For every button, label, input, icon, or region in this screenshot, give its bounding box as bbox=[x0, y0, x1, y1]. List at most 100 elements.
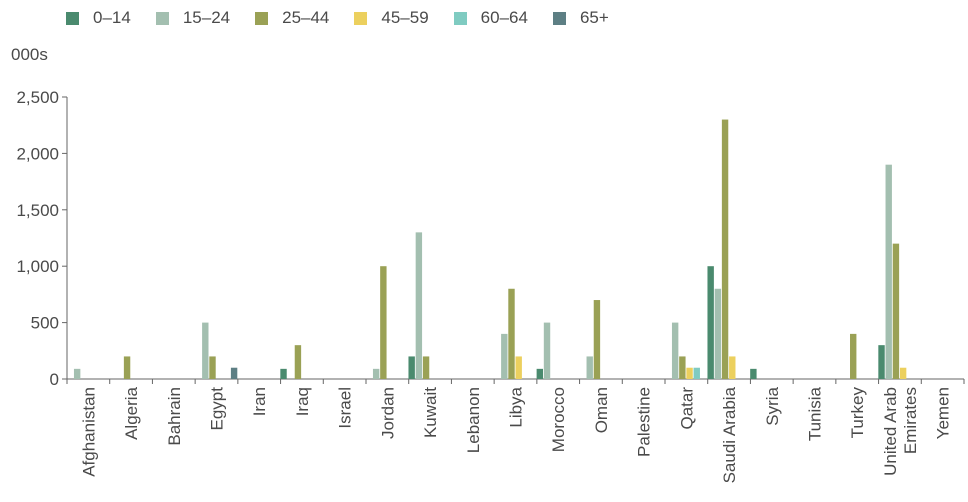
x-tick-label: Palestine bbox=[635, 387, 654, 457]
bar bbox=[73, 368, 81, 379]
legend-swatch bbox=[66, 11, 79, 25]
bar bbox=[280, 368, 287, 379]
bar bbox=[892, 243, 900, 379]
x-tick-label-line: Algeria bbox=[122, 386, 141, 439]
bar bbox=[714, 288, 722, 379]
x-tick-label: United ArabEmirates bbox=[881, 387, 920, 476]
x-tick-label: Morocco bbox=[549, 387, 568, 452]
legend-item: 15–24 bbox=[155, 8, 231, 28]
x-tick-label: Syria bbox=[763, 386, 782, 425]
x-tick-label-line: Kuwait bbox=[421, 387, 440, 438]
legend-swatch bbox=[255, 11, 269, 25]
x-tick-label-line: Egypt bbox=[208, 387, 227, 431]
legend-swatch bbox=[552, 11, 566, 25]
legend-label: 15–24 bbox=[182, 8, 231, 27]
bar bbox=[693, 367, 700, 379]
bar bbox=[422, 356, 430, 379]
legend-item: 0–14 bbox=[66, 8, 131, 28]
legend-item: 60–64 bbox=[453, 8, 528, 28]
x-tick-label: Kuwait bbox=[421, 387, 440, 438]
x-tick-label-line: Emirates bbox=[901, 387, 920, 454]
y-tick-label: 2,500 bbox=[16, 88, 59, 107]
bar bbox=[679, 356, 686, 379]
x-tick-label-line: Palestine bbox=[635, 387, 654, 457]
x-tick-label-line: Saudi Arabia bbox=[720, 386, 739, 483]
x-tick-label-line: Yemen bbox=[934, 387, 953, 439]
bar bbox=[230, 367, 238, 379]
x-tick-label-line: Turkey bbox=[848, 387, 867, 439]
y-tick-label: 2,000 bbox=[16, 144, 59, 163]
x-tick-label-line: Lebanon bbox=[464, 387, 483, 453]
bar bbox=[380, 266, 387, 379]
legend-item: 45–59 bbox=[354, 8, 429, 28]
x-tick-label-line: Morocco bbox=[549, 387, 568, 452]
legend-swatch bbox=[354, 11, 368, 25]
bar bbox=[515, 356, 522, 379]
x-tick-label-line: Iran bbox=[250, 387, 269, 416]
x-tick-label-line: Israel bbox=[336, 387, 355, 429]
x-tick-label: Bahrain bbox=[165, 387, 184, 446]
bar bbox=[508, 288, 515, 379]
x-tick-label-line: Bahrain bbox=[165, 387, 184, 446]
bar bbox=[850, 333, 857, 379]
bar bbox=[294, 345, 302, 379]
x-tick-label: Yemen bbox=[934, 387, 953, 439]
bar bbox=[415, 232, 423, 379]
x-tick-label: Oman bbox=[592, 387, 611, 433]
bar bbox=[209, 356, 216, 379]
legend-label: 65+ bbox=[579, 8, 609, 27]
x-tick-label: Algeria bbox=[122, 386, 141, 439]
bar bbox=[501, 333, 508, 379]
x-tick-label: Lebanon bbox=[464, 387, 483, 453]
bar bbox=[885, 164, 892, 379]
legend-label: 25–44 bbox=[282, 8, 330, 27]
x-tick-label: Afghanistan bbox=[79, 387, 98, 477]
x-tick-label-line: Libya bbox=[507, 386, 526, 427]
y-tick-label: 1,500 bbox=[16, 201, 59, 220]
x-tick-label: Iraq bbox=[293, 387, 312, 416]
bar bbox=[202, 322, 209, 379]
legend: 0–14 15–24 25–44 45–59 60–64 65+ bbox=[66, 8, 634, 28]
bar bbox=[671, 322, 679, 379]
bar bbox=[123, 356, 131, 379]
y-axis-unit-label: 000s bbox=[11, 45, 48, 64]
bar bbox=[372, 368, 380, 379]
x-tick-label: Turkey bbox=[848, 387, 867, 439]
x-tick-label-line: Iraq bbox=[293, 387, 312, 416]
x-tick-label-line: Qatar bbox=[677, 387, 696, 430]
x-tick-label: Israel bbox=[336, 387, 355, 429]
bar bbox=[721, 119, 729, 379]
legend-item: 25–44 bbox=[255, 8, 329, 28]
x-tick-label-line: Oman bbox=[592, 387, 611, 433]
y-tick-label: 1,000 bbox=[16, 257, 59, 276]
x-tick-label-line: Syria bbox=[763, 386, 782, 425]
x-tick-label: Tunisia bbox=[806, 386, 825, 441]
bar bbox=[536, 368, 544, 379]
x-tick-label-line: Jordan bbox=[378, 387, 397, 439]
bar bbox=[899, 367, 907, 379]
x-tick-label-line: Afghanistan bbox=[79, 387, 98, 477]
bar bbox=[586, 356, 593, 379]
y-tick-label: 500 bbox=[31, 314, 59, 333]
x-tick-label: Iran bbox=[250, 387, 269, 416]
legend-label: 45–59 bbox=[381, 8, 429, 27]
x-tick-label-line: United Arab bbox=[881, 387, 900, 476]
legend-item: 65+ bbox=[552, 8, 609, 28]
bar bbox=[408, 356, 415, 379]
bar bbox=[707, 266, 714, 379]
x-tick-label: Libya bbox=[507, 386, 526, 427]
bar bbox=[729, 356, 736, 379]
x-tick-label-line: Tunisia bbox=[806, 386, 825, 441]
bar bbox=[686, 367, 693, 379]
x-tick-label: Qatar bbox=[677, 387, 696, 430]
legend-label: 0–14 bbox=[93, 8, 131, 27]
x-tick-label: Jordan bbox=[378, 387, 397, 439]
x-tick-label: Saudi Arabia bbox=[720, 386, 739, 483]
legend-swatch bbox=[453, 11, 467, 25]
bar bbox=[878, 345, 885, 379]
legend-label: 60–64 bbox=[480, 8, 528, 27]
y-tick-label: 0 bbox=[50, 370, 59, 389]
bar bbox=[750, 368, 757, 379]
x-tick-label: Egypt bbox=[208, 387, 227, 431]
